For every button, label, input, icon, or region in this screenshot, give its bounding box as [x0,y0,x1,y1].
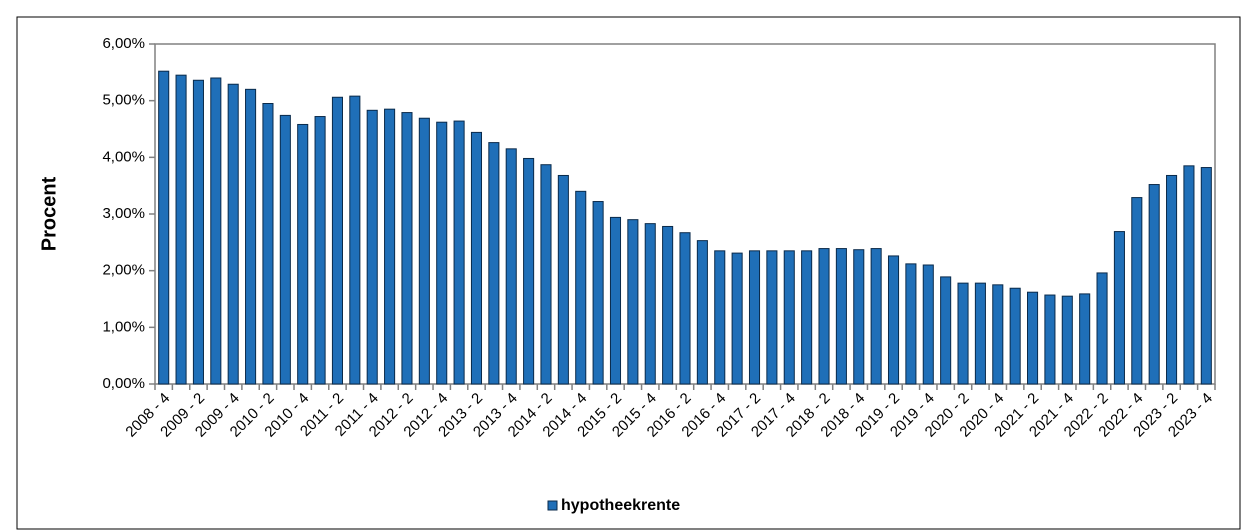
bar [1166,174,1178,385]
bar [1027,291,1039,385]
bar [418,117,430,385]
bar [783,250,795,385]
bar [384,108,396,385]
y-tick-label: 1,00% [102,318,145,335]
y-tick-label: 6,00% [102,35,145,52]
bar [940,276,952,385]
legend-label: hypotheekrente [561,497,680,514]
bar [1131,197,1143,385]
bar [331,96,343,385]
bar [818,248,830,385]
bar [436,121,448,385]
bar [748,250,761,385]
y-axis-label: Procent [38,176,60,251]
bar [801,250,813,385]
bar [245,88,257,385]
bar [714,250,726,385]
bar [557,174,569,385]
bar [1079,293,1091,385]
bar [470,131,483,385]
bar [1044,294,1056,385]
bar [523,157,535,385]
bar [870,248,882,385]
bar [662,225,674,385]
bar [731,252,743,385]
bar [853,249,865,385]
bar [401,112,413,385]
bar [1148,184,1160,385]
bar [227,83,239,385]
y-tick-label: 3,00% [102,205,145,222]
bar [158,70,170,385]
bar [905,263,917,385]
bar [453,120,465,385]
bar [175,74,187,385]
bar [974,282,986,385]
y-tick-label: 4,00% [102,148,145,165]
bar [505,148,517,385]
bar [592,201,604,385]
bar [210,77,222,385]
bar [835,248,847,385]
bar [627,219,639,385]
bar [992,284,1004,385]
bar [192,79,204,385]
y-tick-label: 2,00% [102,262,145,279]
bar [696,240,708,385]
bar [957,282,969,385]
bar [922,264,934,385]
bar [609,216,622,385]
bar [679,232,691,385]
bar [1009,287,1021,385]
bar [887,255,900,385]
bar [488,142,500,385]
bar [1200,167,1212,385]
bar [644,223,656,385]
bar [1061,295,1073,385]
y-tick-label: 0,00% [102,375,145,392]
bar [1113,231,1125,385]
bar [366,109,378,385]
legend-swatch [547,500,558,511]
bar [540,164,552,385]
bar [1096,272,1108,385]
bar [314,116,326,385]
bar [766,250,778,385]
chart-border [16,16,1241,530]
bar [1183,165,1195,385]
y-tick-label: 5,00% [102,92,145,109]
bar [349,95,361,385]
bar [575,190,587,385]
bar [262,103,274,385]
bar [297,123,309,385]
bar [279,114,291,385]
